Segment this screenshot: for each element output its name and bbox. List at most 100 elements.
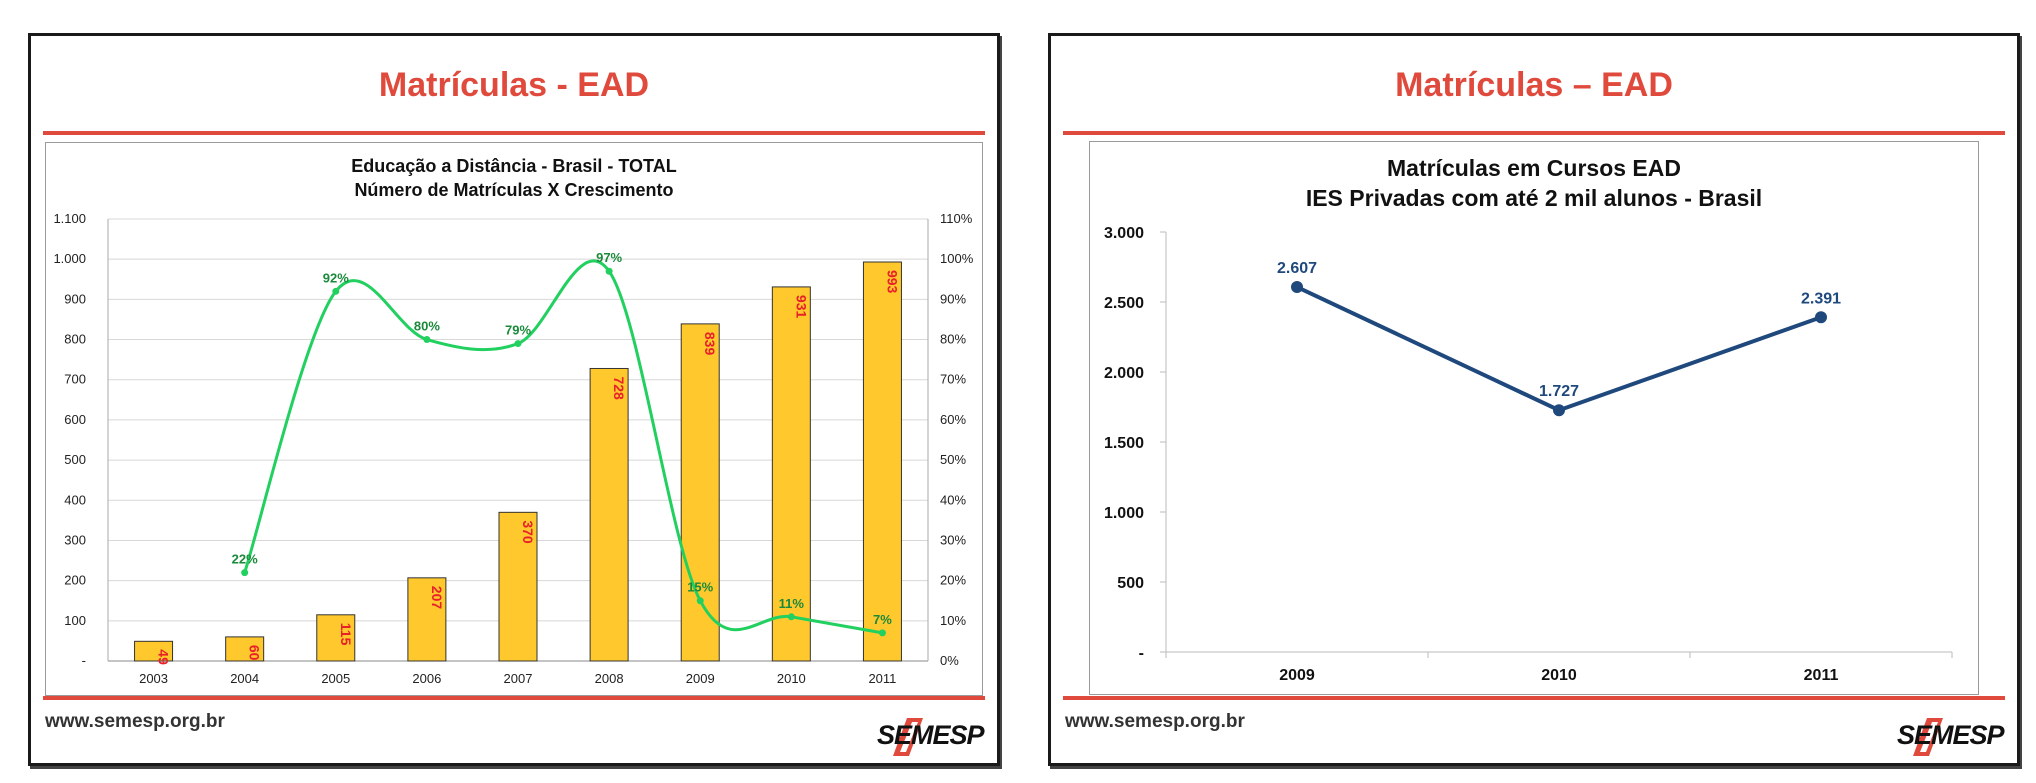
logo-text: SEMESP <box>877 720 985 750</box>
y-tick-label: 3.000 <box>1104 225 1144 242</box>
right-slide-title: Matrículas – EAD <box>1395 66 1673 104</box>
footer-divider <box>1063 696 2005 700</box>
data-label: 2.607 <box>1277 260 1317 277</box>
growth-label: 15% <box>687 580 713 595</box>
y-tick-label: 1.000 <box>1104 505 1144 522</box>
logo-emblem <box>893 718 923 756</box>
x-tick-label: 2010 <box>777 671 806 686</box>
bar-value-label: 839 <box>702 332 718 356</box>
footer-divider <box>43 696 985 700</box>
growth-label: 22% <box>232 552 258 567</box>
bar-value-label: 115 <box>338 623 354 646</box>
y-tick-label: 700 <box>64 372 86 387</box>
bar-value-label: 370 <box>520 520 536 544</box>
growth-point <box>878 629 886 637</box>
x-tick-label: 2010 <box>1541 667 1577 684</box>
y-tick-label: 900 <box>64 291 86 306</box>
bar-value-label: 931 <box>793 295 809 319</box>
right-slide: Matrículas – EAD Matrículas em Cursos EA… <box>1048 33 2020 766</box>
logo-emblem <box>1913 718 1943 756</box>
x-tick-label: 2009 <box>686 671 715 686</box>
y-tick-label: 500 <box>64 452 86 467</box>
y-tick-label: 200 <box>64 573 86 588</box>
bar <box>407 577 447 662</box>
y-tick-label: 2.000 <box>1104 365 1144 382</box>
x-tick-label: 2011 <box>868 671 896 686</box>
growth-point <box>241 569 249 577</box>
x-tick-label: 2007 <box>504 671 533 686</box>
y-tick-label: 2.500 <box>1104 295 1144 312</box>
website-link[interactable]: www.semesp.org.br <box>45 711 225 732</box>
chart-subtitle: IES Privadas com até 2 mil alunos - Bras… <box>1305 185 1763 211</box>
growth-point <box>605 267 613 275</box>
growth-point <box>696 597 704 605</box>
y-tick-label: 1.500 <box>1104 435 1144 452</box>
website-link[interactable]: www.semesp.org.br <box>1065 711 1245 732</box>
y2-tick-label: 70% <box>940 372 966 387</box>
bar <box>316 614 356 662</box>
data-point <box>1815 311 1827 324</box>
data-label: 1.727 <box>1539 383 1579 400</box>
growth-point <box>514 340 522 348</box>
growth-label: 97% <box>596 250 622 265</box>
left-slide: Matrículas - EAD Educação a Distância - … <box>28 33 1000 766</box>
growth-point <box>332 287 340 295</box>
y2-tick-label: 60% <box>940 412 966 427</box>
bar-value-label: 993 <box>884 270 900 294</box>
growth-label: 7% <box>873 612 892 627</box>
y-tick-label: 1.100 <box>53 211 86 226</box>
growth-label: 80% <box>414 319 440 334</box>
bar-value-label: 49 <box>156 649 172 665</box>
growth-label: 92% <box>323 270 349 285</box>
x-tick-label: 2004 <box>230 671 259 686</box>
data-point <box>1553 404 1565 417</box>
y-tick-label: 600 <box>64 412 86 427</box>
y-tick-label: 300 <box>64 532 86 547</box>
y2-tick-label: 110% <box>940 211 973 226</box>
chart-subtitle: Número de Matrículas X Crescimento <box>354 180 674 200</box>
bar <box>862 261 902 662</box>
bar-value-label: 207 <box>429 586 445 610</box>
y2-tick-label: 0% <box>940 653 959 668</box>
data-label: 2.391 <box>1801 290 1841 307</box>
bar <box>498 511 538 662</box>
y2-tick-label: 50% <box>940 452 966 467</box>
y-tick-label: - <box>1139 645 1144 662</box>
y2-tick-label: 40% <box>940 492 966 507</box>
y2-tick-label: 20% <box>940 573 966 588</box>
chart-title: Matrículas em Cursos EAD <box>1387 155 1681 181</box>
x-tick-label: 2003 <box>139 671 168 686</box>
y-tick-label: - <box>82 653 86 668</box>
y2-tick-label: 100% <box>940 251 974 266</box>
enrollment-line-chart: Matrículas em Cursos EAD IES Privadas co… <box>1089 141 1979 695</box>
logo-text: SEMESP <box>1897 720 2005 750</box>
data-point <box>1291 281 1303 294</box>
bar <box>771 286 811 662</box>
x-tick-label: 2008 <box>595 671 624 686</box>
chart-plot: - 500 1.000 1.500 2.000 2.500 3.000 2009 2010 201… <box>1104 225 1953 684</box>
left-slide-title: Matrículas - EAD <box>378 66 650 104</box>
y2-tick-label: 90% <box>940 291 966 306</box>
x-tick-label: 2005 <box>321 671 350 686</box>
y-tick-label: 500 <box>1117 575 1144 592</box>
growth-line <box>243 259 883 635</box>
chart-title: Educação a Distância - Brasil - TOTAL <box>351 156 677 176</box>
title-divider <box>1063 131 2005 135</box>
growth-point <box>423 336 431 344</box>
chart-plot: - 100 200 300 400 500 600 700 800 900 1.000 1.100 0%… <box>53 211 974 686</box>
x-tick-label: 2011 <box>1804 667 1839 684</box>
y-tick-label: 400 <box>64 492 86 507</box>
x-tick-label: 2006 <box>412 671 441 686</box>
y-tick-label: 1.000 <box>53 251 86 266</box>
semesp-logo: SEMESP <box>1897 714 2005 758</box>
growth-point <box>787 613 795 621</box>
semesp-logo: SEMESP <box>877 714 985 758</box>
bar <box>225 636 265 662</box>
y2-tick-label: 80% <box>940 332 966 347</box>
enrollment-growth-chart: Educação a Distância - Brasil - TOTAL Nú… <box>45 142 983 696</box>
bar <box>680 323 720 662</box>
bar <box>589 367 629 662</box>
y-tick-label: 100 <box>64 613 86 628</box>
bar-value-label: 60 <box>247 645 263 661</box>
bar-value-label: 728 <box>611 376 627 400</box>
